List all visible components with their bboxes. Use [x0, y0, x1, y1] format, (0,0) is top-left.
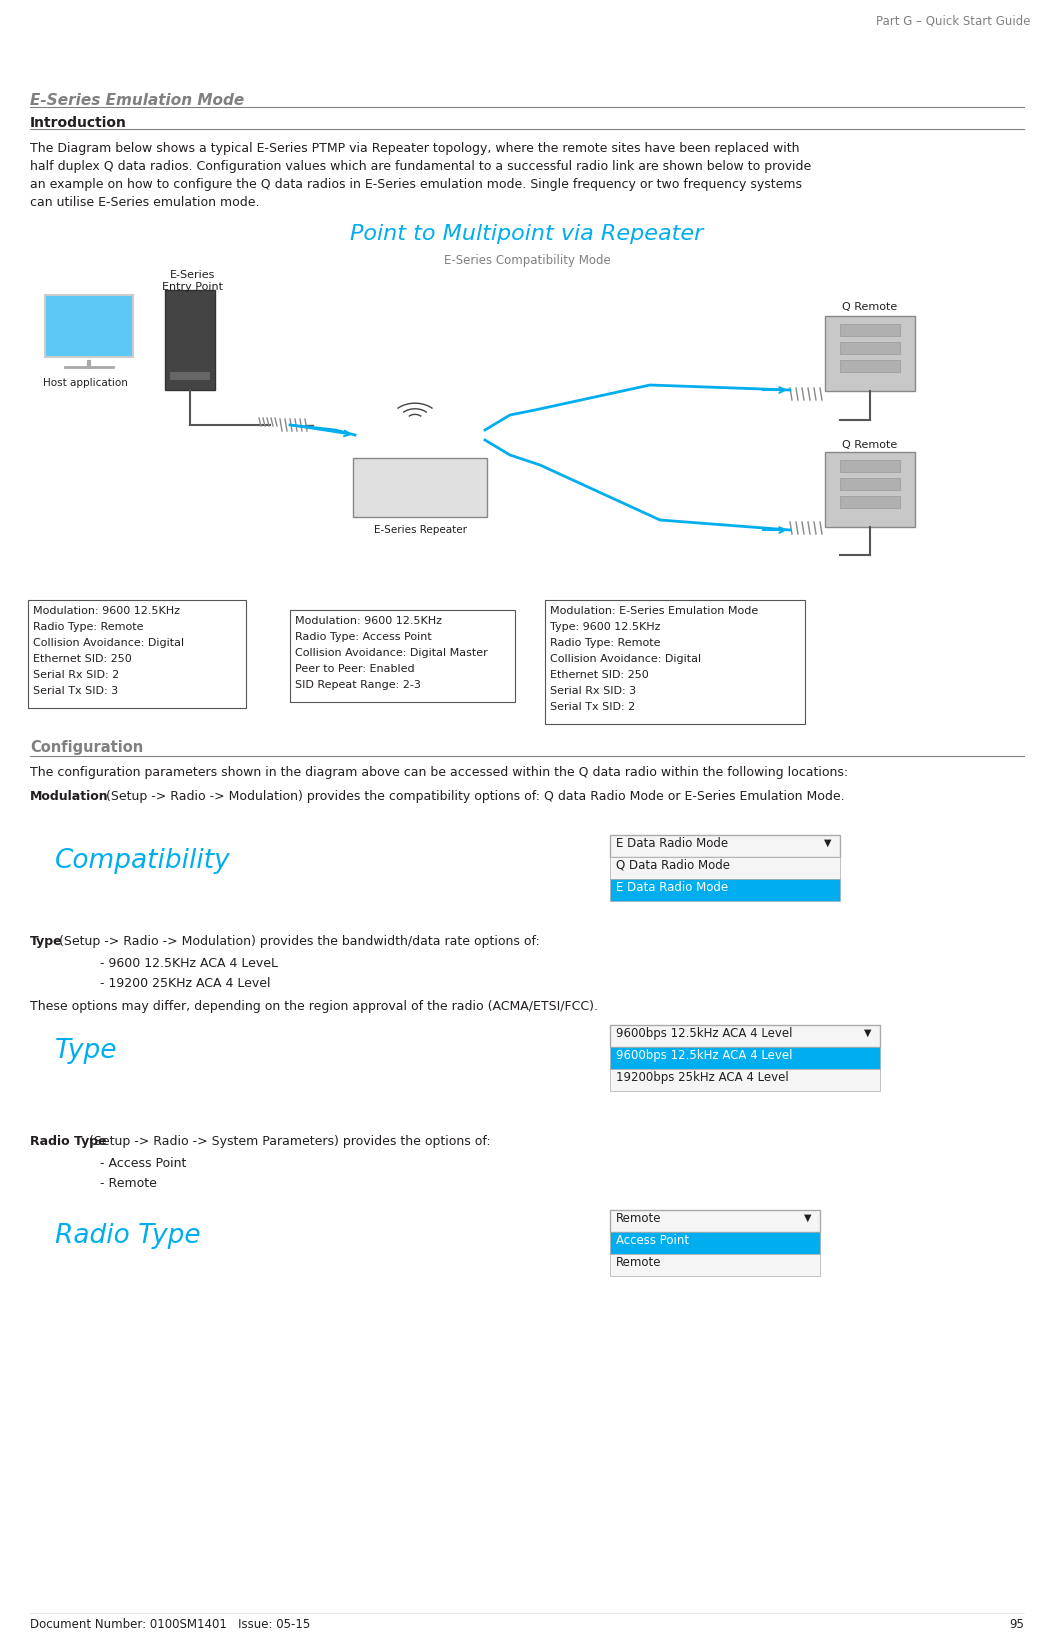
- FancyBboxPatch shape: [840, 342, 900, 354]
- FancyBboxPatch shape: [825, 316, 915, 391]
- Text: ▼: ▼: [804, 1213, 812, 1223]
- FancyBboxPatch shape: [353, 458, 487, 517]
- Text: Serial Tx SID: 3: Serial Tx SID: 3: [33, 686, 118, 696]
- Text: ▼: ▼: [864, 1028, 872, 1038]
- Text: Q Remote: Q Remote: [842, 440, 898, 450]
- Text: 19200bps 25kHz ACA 4 Level: 19200bps 25kHz ACA 4 Level: [616, 1071, 788, 1084]
- Text: Ethernet SID: 250: Ethernet SID: 250: [33, 655, 132, 665]
- Text: (Setup -> Radio -> Modulation) provides the compatibility options of: Q data Rad: (Setup -> Radio -> Modulation) provides …: [102, 791, 844, 804]
- Text: - 9600 12.5KHz ACA 4 LeveL: - 9600 12.5KHz ACA 4 LeveL: [100, 958, 278, 971]
- FancyBboxPatch shape: [610, 858, 840, 879]
- Text: Radio Type: Radio Type: [30, 1134, 106, 1148]
- Text: 9600bps 12.5kHz ACA 4 Level: 9600bps 12.5kHz ACA 4 Level: [616, 1026, 793, 1039]
- Text: Document Number: 0100SM1401   Issue: 05-15: Document Number: 0100SM1401 Issue: 05-15: [30, 1617, 310, 1630]
- Text: - Remote: - Remote: [100, 1177, 157, 1190]
- Text: (Setup -> Radio -> System Parameters) provides the options of:: (Setup -> Radio -> System Parameters) pr…: [85, 1134, 490, 1148]
- FancyBboxPatch shape: [290, 611, 515, 702]
- Text: The configuration parameters shown in the diagram above can be accessed within t: The configuration parameters shown in th…: [30, 766, 848, 779]
- Text: Collision Avoidance: Digital: Collision Avoidance: Digital: [33, 638, 184, 648]
- FancyBboxPatch shape: [610, 879, 840, 900]
- FancyBboxPatch shape: [28, 280, 1026, 679]
- FancyBboxPatch shape: [610, 1069, 880, 1090]
- FancyBboxPatch shape: [28, 601, 246, 707]
- Text: Type: 9600 12.5KHz: Type: 9600 12.5KHz: [550, 622, 661, 632]
- Text: E-Series: E-Series: [171, 270, 216, 280]
- Text: E-Series Repeater: E-Series Repeater: [373, 525, 467, 535]
- Text: E-Series Emulation Mode: E-Series Emulation Mode: [30, 93, 245, 108]
- Text: Modulation: E-Series Emulation Mode: Modulation: E-Series Emulation Mode: [550, 606, 758, 616]
- Text: Modulation: 9600 12.5KHz: Modulation: 9600 12.5KHz: [295, 616, 442, 625]
- Text: 95: 95: [1009, 1617, 1024, 1630]
- Text: Configuration: Configuration: [30, 740, 143, 755]
- Text: Radio Type: Remote: Radio Type: Remote: [550, 638, 661, 648]
- FancyBboxPatch shape: [840, 478, 900, 489]
- Text: can utilise E-Series emulation mode.: can utilise E-Series emulation mode.: [30, 196, 259, 210]
- Text: Q Remote: Q Remote: [842, 301, 898, 313]
- Text: 9600bps 12.5kHz ACA 4 Level: 9600bps 12.5kHz ACA 4 Level: [616, 1049, 793, 1062]
- Text: SID Repeat Range: 2-3: SID Repeat Range: 2-3: [295, 679, 421, 691]
- FancyBboxPatch shape: [840, 324, 900, 336]
- Text: Entry Point: Entry Point: [162, 282, 223, 291]
- FancyBboxPatch shape: [840, 460, 900, 471]
- FancyBboxPatch shape: [610, 835, 840, 858]
- Text: Ethernet SID: 250: Ethernet SID: 250: [550, 670, 649, 679]
- Text: E Data Radio Mode: E Data Radio Mode: [616, 837, 728, 850]
- FancyBboxPatch shape: [45, 295, 133, 357]
- FancyBboxPatch shape: [610, 1210, 820, 1233]
- FancyBboxPatch shape: [170, 372, 210, 380]
- Text: (Setup -> Radio -> Modulation) provides the bandwidth/data rate options of:: (Setup -> Radio -> Modulation) provides …: [55, 935, 540, 948]
- FancyBboxPatch shape: [165, 290, 215, 390]
- Text: an example on how to configure the Q data radios in E-Series emulation mode. Sin: an example on how to configure the Q dat…: [30, 178, 802, 192]
- FancyBboxPatch shape: [840, 496, 900, 507]
- FancyBboxPatch shape: [610, 1048, 880, 1069]
- Text: - 19200 25KHz ACA 4 Level: - 19200 25KHz ACA 4 Level: [100, 977, 271, 990]
- Text: - Access Point: - Access Point: [100, 1157, 187, 1170]
- Text: Collision Avoidance: Digital Master: Collision Avoidance: Digital Master: [295, 648, 488, 658]
- Text: Q Data Radio Mode: Q Data Radio Mode: [616, 859, 730, 873]
- Text: Introduction: Introduction: [30, 116, 126, 129]
- Text: Remote: Remote: [616, 1256, 662, 1269]
- Text: E-Series Compatibility Mode: E-Series Compatibility Mode: [444, 254, 610, 267]
- Text: Part G – Quick Start Guide: Part G – Quick Start Guide: [876, 15, 1030, 26]
- Text: Access Point: Access Point: [616, 1234, 689, 1247]
- Text: Host application: Host application: [42, 378, 128, 388]
- FancyBboxPatch shape: [610, 1254, 820, 1275]
- FancyBboxPatch shape: [610, 1025, 880, 1048]
- Text: E Data Radio Mode: E Data Radio Mode: [616, 881, 728, 894]
- FancyBboxPatch shape: [840, 360, 900, 372]
- Text: Modulation: Modulation: [30, 791, 109, 804]
- Text: Type: Type: [55, 1038, 117, 1064]
- Text: Serial Rx SID: 2: Serial Rx SID: 2: [33, 670, 119, 679]
- Text: Remote: Remote: [616, 1211, 662, 1224]
- Text: Radio Type: Access Point: Radio Type: Access Point: [295, 632, 432, 642]
- Text: Collision Avoidance: Digital: Collision Avoidance: Digital: [550, 655, 701, 665]
- FancyBboxPatch shape: [545, 601, 805, 724]
- Text: half duplex Q data radios. Configuration values which are fundamental to a succe: half duplex Q data radios. Configuration…: [30, 160, 812, 174]
- Text: Peer to Peer: Enabled: Peer to Peer: Enabled: [295, 665, 414, 674]
- FancyBboxPatch shape: [825, 452, 915, 527]
- Text: Modulation: 9600 12.5KHz: Modulation: 9600 12.5KHz: [33, 606, 180, 616]
- Text: Serial Tx SID: 2: Serial Tx SID: 2: [550, 702, 636, 712]
- Text: Point to Multipoint via Repeater: Point to Multipoint via Repeater: [350, 224, 704, 244]
- FancyBboxPatch shape: [610, 1233, 820, 1254]
- Text: Radio Type: Radio Type: [55, 1223, 200, 1249]
- Text: Serial Rx SID: 3: Serial Rx SID: 3: [550, 686, 637, 696]
- Text: ▼: ▼: [824, 838, 832, 848]
- Text: These options may differ, depending on the region approval of the radio (ACMA/ET: These options may differ, depending on t…: [30, 1000, 598, 1013]
- Text: The Diagram below shows a typical E-Series PTMP via Repeater topology, where the: The Diagram below shows a typical E-Seri…: [30, 142, 800, 156]
- Text: Type: Type: [30, 935, 62, 948]
- Text: Radio Type: Remote: Radio Type: Remote: [33, 622, 143, 632]
- Text: Compatibility: Compatibility: [55, 848, 231, 874]
